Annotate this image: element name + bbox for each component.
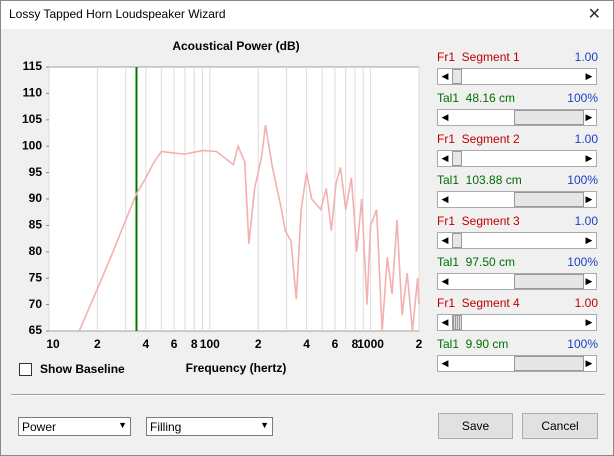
x-tick-label: 2 (255, 337, 262, 351)
y-tick-label: 100 (22, 138, 42, 152)
slider-thumb[interactable] (514, 110, 584, 125)
chart: Acoustical Power (dB) Frequency (hertz) … (22, 39, 423, 375)
close-button[interactable]: ✕ (587, 6, 601, 23)
slider-value: 100% (567, 91, 598, 105)
checkbox[interactable] (19, 363, 32, 376)
y-tick-label: 105 (22, 112, 42, 126)
y-tick-label: 65 (29, 323, 43, 337)
slider-label: Tal1 103.88 cm (437, 173, 522, 187)
slider[interactable]: ◀ ▶ (437, 232, 597, 249)
dropdown-arrow: ▼ (260, 420, 269, 430)
slider-thumb[interactable] (514, 274, 584, 289)
data-line (78, 124, 420, 332)
slider[interactable]: ◀ ▶ (437, 314, 597, 331)
slider-label: Tal1 48.16 cm (437, 91, 516, 105)
save-button[interactable]: Save (438, 413, 513, 439)
slider-arrow[interactable]: ◀ (441, 317, 449, 327)
slider-arrow[interactable]: ▶ (585, 276, 593, 286)
slider-label: Tal1 97.50 cm (437, 255, 516, 269)
slider-thumb[interactable] (452, 233, 462, 248)
slider-thumb[interactable] (452, 69, 462, 84)
slider-arrow[interactable]: ▶ (585, 358, 593, 368)
slider[interactable]: ◀ ▶ (437, 150, 597, 167)
slider-value: 1.00 (574, 296, 598, 310)
dropdown[interactable]: Power ▼ (18, 417, 131, 436)
slider-arrow[interactable]: ▶ (585, 153, 593, 163)
slider-thumb[interactable] (452, 315, 462, 330)
window-title: Lossy Tapped Horn Loudspeaker Wizard (9, 7, 226, 21)
x-tick-label: 6 (332, 337, 339, 351)
slider-arrow[interactable]: ▶ (585, 235, 593, 245)
slider-arrow[interactable]: ◀ (441, 112, 449, 122)
y-tick-label: 95 (29, 165, 43, 179)
x-tick-label: 4 (142, 337, 149, 351)
x-tick-label: 1000 (357, 337, 384, 351)
y-tick-label: 75 (29, 270, 43, 284)
slider-value: 100% (567, 337, 598, 351)
checkbox-label[interactable]: Show Baseline (40, 362, 125, 376)
slider-label: Fr1 Segment 1 (437, 50, 520, 64)
y-tick-label: 110 (23, 86, 43, 100)
slider-arrow[interactable]: ◀ (441, 276, 449, 286)
x-tick-label: 2 (94, 337, 101, 351)
chart-title: Acoustical Power (dB) (172, 39, 299, 53)
y-tick-label: 90 (29, 191, 43, 205)
slider-arrow[interactable]: ▶ (585, 317, 593, 327)
title-bar: Lossy Tapped Horn Loudspeaker Wizard ✕ (1, 1, 613, 29)
slider-label: Fr1 Segment 4 (437, 296, 520, 310)
slider-value: 1.00 (574, 132, 598, 146)
y-tick-label: 115 (23, 59, 43, 73)
slider-arrow[interactable]: ◀ (441, 194, 449, 204)
slider-value: 100% (567, 173, 598, 187)
dropdown[interactable]: Filling ▼ (146, 417, 273, 436)
x-tick-label: 6 (171, 337, 178, 351)
slider-thumb[interactable] (514, 356, 584, 371)
separator (11, 394, 605, 396)
y-tick-label: 70 (29, 297, 43, 311)
cancel-button[interactable]: Cancel (522, 413, 598, 439)
slider[interactable]: ◀ ▶ (437, 355, 597, 372)
slider-arrow[interactable]: ▶ (585, 112, 593, 122)
plot-area (48, 66, 420, 332)
slider-arrow[interactable]: ▶ (585, 194, 593, 204)
slider-thumb[interactable] (514, 192, 584, 207)
slider-arrow[interactable]: ◀ (441, 235, 449, 245)
slider-value: 1.00 (574, 214, 598, 228)
x-tick-label: 4 (303, 337, 310, 351)
slider-value: 1.00 (574, 50, 598, 64)
dropdown-text: Filling (150, 420, 182, 434)
slider-value: 100% (567, 255, 598, 269)
x-tick-label: 8 (191, 337, 198, 351)
x-axis-label: Frequency (hertz) (186, 361, 287, 375)
slider-arrow[interactable]: ◀ (441, 358, 449, 368)
dropdown-arrow: ▼ (118, 420, 127, 430)
slider-label: Fr1 Segment 2 (437, 132, 520, 146)
slider[interactable]: ◀ ▶ (437, 68, 597, 85)
y-tick-label: 85 (29, 218, 43, 232)
slider[interactable]: ◀ ▶ (437, 273, 597, 290)
slider-arrow[interactable]: ◀ (441, 153, 449, 163)
slider-label: Tal1 9.90 cm (437, 337, 509, 351)
slider[interactable]: ◀ ▶ (437, 109, 597, 126)
slider-arrow[interactable]: ◀ (441, 71, 449, 81)
slider-thumb[interactable] (452, 151, 462, 166)
y-tick-label: 80 (29, 244, 43, 258)
x-tick-label: 8 (352, 337, 359, 351)
slider[interactable]: ◀ ▶ (437, 191, 597, 208)
slider-label: Fr1 Segment 3 (437, 214, 520, 228)
x-tick-label: 10 (46, 337, 60, 351)
dropdown-text: Power (22, 420, 57, 434)
x-tick-label: 100 (200, 337, 220, 351)
slider-arrow[interactable]: ▶ (585, 71, 593, 81)
x-tick-label: 2 (416, 337, 423, 351)
